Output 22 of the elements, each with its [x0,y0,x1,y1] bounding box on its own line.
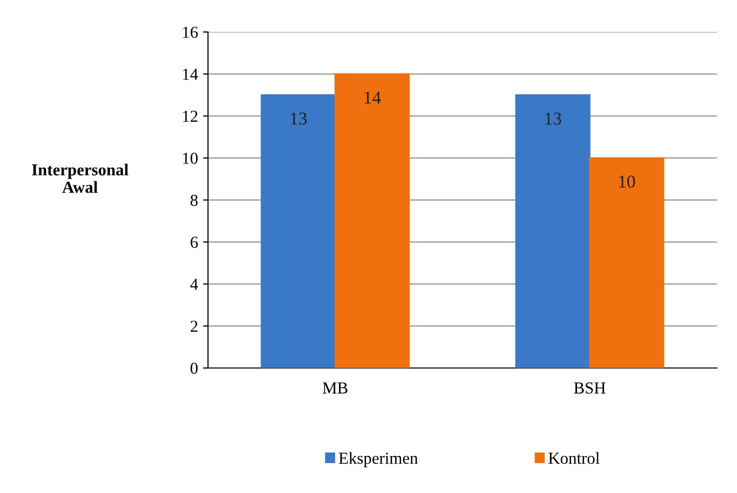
y-tick-label: 8 [190,194,198,206]
x-tick-label: MB [322,382,348,394]
bar [260,94,336,368]
y-tick-label: 0 [190,362,198,374]
legend-label: Kontrol [548,452,600,464]
data-label: 10 [619,175,635,188]
x-tick-label: BSH [574,382,606,394]
bar [515,94,590,368]
y-tick-label: 16 [183,26,198,38]
y-tick-label: 10 [183,152,198,164]
bar [589,157,664,368]
y-tick-label: 2 [190,320,198,332]
y-tick-label: 14 [183,68,198,80]
y-tick-label: 6 [190,236,198,248]
y-axis-title: Interpersonal Awal [32,164,128,193]
y-tick-label: 4 [190,278,198,290]
data-label: 14 [364,92,381,104]
data-label: 13 [290,112,307,125]
bar [334,73,410,368]
legend-label: Eksperimen [338,452,418,468]
data-label: 13 [545,112,562,125]
y-tick-label: 12 [183,110,198,122]
